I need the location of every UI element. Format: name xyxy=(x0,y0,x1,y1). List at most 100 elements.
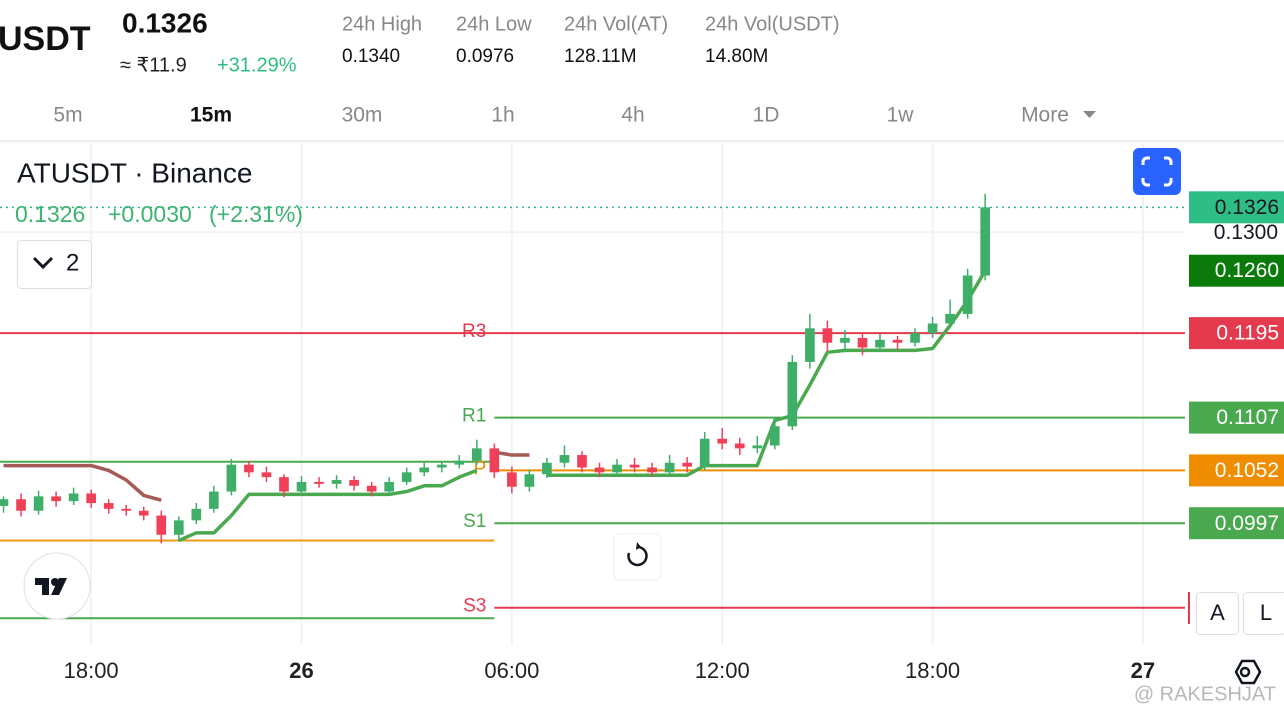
candle-body xyxy=(734,443,745,449)
log-scale-label[interactable]: L xyxy=(1260,600,1272,625)
candle-body xyxy=(384,481,394,492)
timeframe-tabs: 5m 15m 30m 1h 4h 1D 1w More xyxy=(53,104,1096,127)
trend-line xyxy=(3,463,162,502)
candle-body xyxy=(945,313,955,324)
candle-body xyxy=(16,499,26,511)
candle-body xyxy=(910,333,920,343)
candle-body xyxy=(419,467,430,473)
candle-body xyxy=(717,438,728,444)
watermark: @ RAKESHJAT xyxy=(1134,683,1276,705)
legend-percent: (+2.31%) xyxy=(209,201,303,227)
pivot-label: R3 xyxy=(462,321,486,342)
reset-arrow xyxy=(636,542,641,550)
level-badge: 0.0997 xyxy=(1215,512,1279,535)
legend-price: 0.1326 xyxy=(15,201,85,227)
timeframe-tab[interactable]: 1w xyxy=(887,104,915,127)
candle-body xyxy=(244,464,254,473)
candle-body xyxy=(542,462,552,475)
trend-badge: 0.1260 xyxy=(1215,259,1279,282)
candle-body xyxy=(314,481,324,484)
level-badge-bg xyxy=(1189,454,1284,487)
candle-body xyxy=(927,323,938,334)
fiat-price: ≈ ₹11.9 xyxy=(120,54,187,76)
timeframe-tab[interactable]: 30m xyxy=(342,104,383,127)
x-tick-label: 27 xyxy=(1131,658,1155,683)
timeframe-tab[interactable]: 5m xyxy=(53,104,82,127)
legend-title: ATUSDT · Binance xyxy=(17,157,252,188)
pivot-label: P xyxy=(474,458,487,479)
stat-value: 0.1340 xyxy=(342,46,400,67)
candle-body xyxy=(454,460,465,465)
stat-label: 24h Vol(AT) xyxy=(564,13,668,35)
log-scale-button[interactable] xyxy=(1243,592,1284,635)
collapse-box[interactable] xyxy=(17,240,92,289)
stat-label: 24h Vol(USDT) xyxy=(705,13,840,35)
last-price-badge-bg xyxy=(1189,191,1284,224)
collapse-count[interactable]: 2 xyxy=(66,249,79,276)
trend-line xyxy=(494,450,530,457)
candle-body xyxy=(296,481,307,492)
x-tick-label: 18:00 xyxy=(905,658,960,683)
candle-body xyxy=(103,503,114,509)
stat-value: 0.0976 xyxy=(456,46,514,67)
collapse-button[interactable]: 2 xyxy=(17,240,92,289)
level-badge-bg xyxy=(1189,507,1284,540)
candle-body xyxy=(51,496,61,502)
pivot-label: S1 xyxy=(463,511,486,532)
candle-body xyxy=(805,328,815,362)
y-tick-label: 0.1300 xyxy=(1214,221,1278,244)
settings-icon[interactable] xyxy=(1234,659,1262,685)
trend-line xyxy=(546,269,987,477)
trend-line xyxy=(178,468,478,543)
candle-body xyxy=(349,480,359,486)
candle-body xyxy=(752,445,763,449)
timeframe-tab[interactable]: 1D xyxy=(753,104,780,127)
candle-body xyxy=(507,472,517,487)
reset-box[interactable] xyxy=(613,533,662,581)
logo-dot xyxy=(51,578,59,586)
candle-body xyxy=(612,464,622,473)
tradingview-logo[interactable] xyxy=(23,552,91,620)
settings-icon-center xyxy=(1239,666,1251,678)
candle-body xyxy=(226,464,237,492)
candle-body xyxy=(629,464,640,468)
level-badge-bg xyxy=(1189,317,1284,350)
timeframe-tab[interactable]: 4h xyxy=(621,104,644,127)
fullscreen-button[interactable] xyxy=(1133,148,1181,195)
candle-body xyxy=(279,477,289,492)
candle-body xyxy=(191,508,202,521)
candle-body xyxy=(980,207,990,276)
auto-scale-button[interactable] xyxy=(1196,592,1239,635)
candle-body xyxy=(594,467,605,473)
symbol: USDT xyxy=(0,20,91,58)
reset-button[interactable] xyxy=(613,533,662,581)
x-tick-label: 12:00 xyxy=(695,658,750,683)
timeframe-tab[interactable]: More xyxy=(1021,104,1069,127)
stat-label: 24h Low xyxy=(456,13,532,35)
candle-body xyxy=(173,520,184,535)
candle-body xyxy=(489,448,500,473)
candle-body xyxy=(892,339,903,343)
timeframe-tab[interactable]: 1h xyxy=(491,104,514,127)
candle-body xyxy=(577,455,587,468)
level-badge: 0.1107 xyxy=(1216,406,1279,429)
auto-scale-label[interactable]: A xyxy=(1210,600,1225,625)
pivot-label: R1 xyxy=(462,406,486,427)
timeframe-tab[interactable]: 15m xyxy=(190,104,232,127)
logo-mark xyxy=(35,578,67,595)
candle-body xyxy=(471,448,482,461)
candle-body xyxy=(68,493,79,502)
dropdown-arrow[interactable] xyxy=(1083,111,1096,118)
candle-body xyxy=(86,493,96,504)
candle-body xyxy=(436,464,447,468)
reset-icon xyxy=(627,545,648,567)
candle-body xyxy=(0,499,9,506)
candle-body xyxy=(366,485,377,492)
candle-body xyxy=(33,496,44,511)
last-price-badge: 0.1326 xyxy=(1215,196,1279,219)
candle-body xyxy=(787,361,798,427)
candle-body xyxy=(875,339,885,348)
level-badge-bg xyxy=(1189,401,1284,434)
